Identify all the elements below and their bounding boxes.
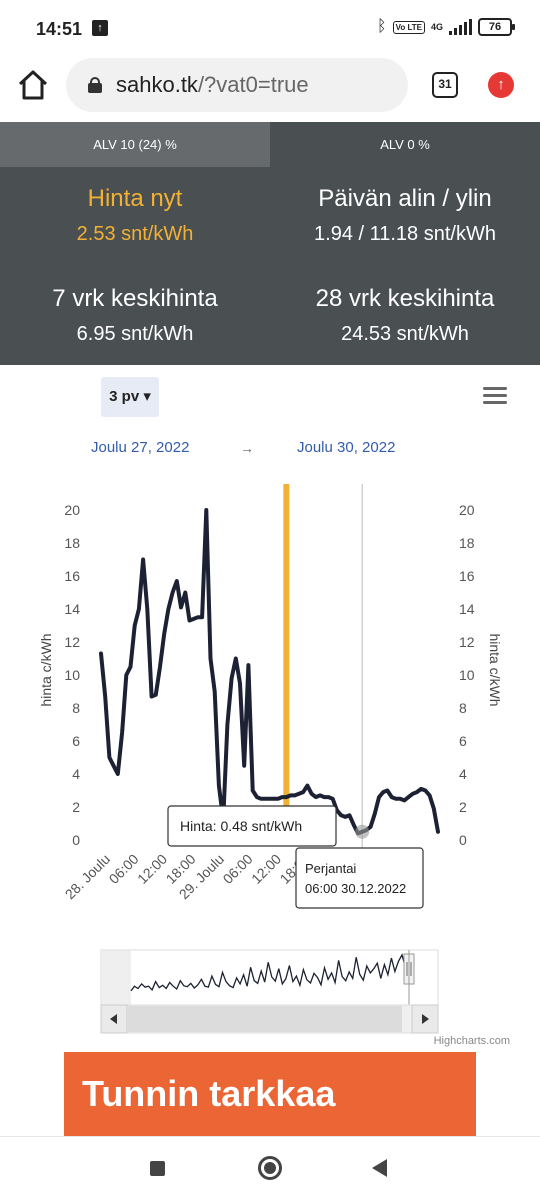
y-tick-label: 0 (72, 832, 80, 848)
y-tick-label-right: 4 (459, 766, 467, 782)
system-nav-bar (0, 1136, 540, 1200)
ad-banner[interactable]: Tunnin tarkkaa (64, 1052, 476, 1138)
ad-title: Tunnin tarkkaa (82, 1073, 336, 1114)
signal-icon (449, 19, 472, 35)
stat-28day-average: 28 vrk keskihinta 24.53 snt/kWh (270, 285, 540, 346)
stat-price-now: Hinta nyt 2.53 snt/kWh (0, 185, 270, 246)
tab-vat-24[interactable]: ALV 10 (24) % (0, 122, 270, 167)
date-range-to[interactable]: Joulu 30, 2022 (297, 439, 396, 456)
y-tick-label: 10 (64, 667, 80, 683)
y-tick-label: 8 (72, 700, 80, 716)
y-tick-label-right: 16 (459, 568, 475, 584)
network-type: 4G (430, 22, 443, 32)
price-series-line[interactable] (99, 508, 440, 836)
stat-7day-average: 7 vrk keskihinta 6.95 snt/kWh (0, 285, 270, 346)
range-selector[interactable]: 3 pv ▾ (101, 377, 159, 417)
date-range-arrow: → (240, 440, 254, 456)
y-tick-label-right: 14 (459, 601, 475, 617)
address-bar[interactable]: sahko.tk/?vat0=true (66, 58, 408, 112)
chevron-right-icon (422, 1014, 429, 1024)
y-tick-label-right: 12 (459, 634, 475, 650)
y-axis-label: hinta c/kWh (38, 633, 54, 706)
y-tick-label-right: 8 (459, 700, 467, 716)
y-tick-label: 6 (72, 733, 80, 749)
back-icon[interactable] (372, 1159, 387, 1177)
lock-icon (88, 77, 102, 93)
url-text: sahko.tk/?vat0=true (116, 72, 309, 97)
x-tick-label: 06:00 (106, 851, 142, 887)
chart-navigator[interactable] (100, 949, 439, 1006)
y-tick-label: 2 (72, 799, 80, 815)
navigator-series (130, 953, 410, 992)
date-range-from[interactable]: Joulu 27, 2022 (91, 439, 190, 456)
y-tick-label-right: 6 (459, 733, 467, 749)
current-time-marker (283, 484, 290, 840)
y-tick-label: 18 (64, 535, 80, 551)
stat-value: 6.95 snt/kWh (76, 323, 194, 345)
stat-label: Hinta nyt (87, 185, 183, 212)
x-tick-label: 12:00 (248, 851, 284, 887)
y-tick-label-right: 2 (459, 799, 467, 815)
browser-toolbar: sahko.tk/?vat0=true 31 ↑ (0, 58, 540, 122)
scrollbar-thumb[interactable] (127, 1006, 402, 1032)
tab-switcher-button[interactable]: 31 (432, 72, 458, 98)
y-axis-label-right: hinta c/kWh (487, 633, 503, 706)
y-tick-label: 12 (64, 634, 80, 650)
volte-icon: Vo LTE (392, 20, 425, 34)
battery-icon: 76 (478, 18, 515, 36)
upload-icon: ↑ (92, 20, 108, 36)
stat-label: 7 vrk keskihinta (52, 285, 218, 312)
chart-menu-icon[interactable] (483, 387, 507, 405)
vat-tabs: ALV 10 (24) % ALV 0 % (0, 122, 540, 167)
y-tick-label: 16 (64, 568, 80, 584)
battery-level: 76 (488, 21, 502, 33)
tooltip-price: Hinta: 0.48 snt/kWh (180, 818, 302, 834)
y-tick-label-right: 20 (459, 502, 475, 518)
update-icon[interactable]: ↑ (488, 72, 514, 98)
price-tooltip: Hinta: 0.48 snt/kWh (167, 805, 337, 847)
highcharts-credit[interactable]: Highcharts.com (433, 1035, 510, 1047)
recent-apps-icon[interactable] (150, 1161, 165, 1176)
tooltip-day: Perjantai (305, 861, 356, 876)
y-tick-label-right: 18 (459, 535, 475, 551)
bluetooth-icon: ᛒ (377, 18, 387, 35)
time-tooltip: Perjantai 06:00 30.12.2022 (295, 847, 424, 909)
tab-vat-0[interactable]: ALV 0 % (380, 137, 430, 152)
y-tick-label: 20 (64, 502, 80, 518)
chart-scrollbar[interactable] (100, 1004, 439, 1034)
stat-label: 28 vrk keskihinta (315, 285, 495, 312)
price-chart[interactable]: 0 2 4 6 8 10 12 14 16 18 20 0 2 4 6 8 10 12 14 16 18 20 hint… (0, 470, 540, 1040)
stat-label: Päivän alin / ylin (318, 185, 492, 212)
y-tick-label-right: 0 (459, 832, 467, 848)
stat-daily-minmax: Päivän alin / ylin 1.94 / 11.18 snt/kWh (270, 185, 540, 246)
stat-value: 2.53 snt/kWh (76, 223, 194, 245)
stat-value: 24.53 snt/kWh (341, 323, 469, 345)
hover-point-marker (355, 824, 370, 839)
price-stats-panel: Hinta nyt 2.53 snt/kWh Päivän alin / yli… (0, 167, 540, 365)
status-time: 14:51 (36, 19, 83, 39)
tooltip-time: 06:00 30.12.2022 (305, 881, 406, 896)
status-bar: 14:51 ↑ ᛒ Vo LTE 4G 76 (0, 0, 540, 58)
x-tick-label: 06:00 (220, 851, 256, 887)
stat-value: 1.94 / 11.18 snt/kWh (314, 223, 496, 245)
home-circle-icon[interactable] (258, 1156, 282, 1180)
status-indicators: ᛒ Vo LTE 4G 76 (377, 18, 515, 36)
x-tick-label: 12:00 (134, 851, 170, 887)
y-tick-label: 14 (64, 601, 80, 617)
y-tick-label: 4 (72, 766, 80, 782)
y-tick-label-right: 10 (459, 667, 475, 683)
home-icon[interactable] (16, 68, 50, 102)
chevron-left-icon (110, 1014, 117, 1024)
